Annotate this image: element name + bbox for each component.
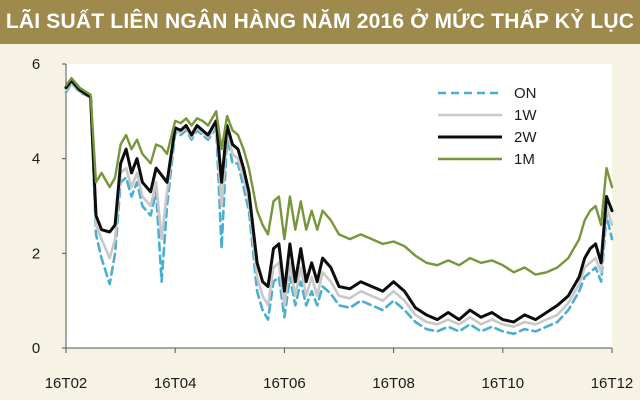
legend: ON 1W 2W 1M: [438, 85, 537, 168]
y-tick-label: 6: [32, 56, 40, 73]
x-tick-label: 16T10: [482, 375, 525, 392]
y-tick-label: 2: [32, 245, 40, 262]
x-tick-label: 16T12: [591, 375, 634, 392]
legend-label-2w: 2W: [514, 129, 537, 146]
y-tick-label: 0: [32, 340, 40, 357]
line-chart: 0 2 4 6 16T02 16T04 16T06 16T08 16T10 16T12 ON 1W 2…: [32, 56, 634, 392]
legend-label-1w: 1W: [514, 107, 537, 124]
series-line-2w: [64, 79, 614, 324]
series-line-on: [64, 81, 614, 336]
x-tick-label: 16T08: [372, 375, 415, 392]
y-tick-label: 4: [32, 151, 40, 168]
chart-area: 0 2 4 6 16T02 16T04 16T06 16T08 16T10 16T12 ON 1W 2…: [0, 44, 640, 400]
x-tick-label: 16T06: [263, 375, 306, 392]
title-bar: LÃI SUẤT LIÊN NGÂN HÀNG NĂM 2016 Ở MỨC T…: [0, 0, 640, 44]
x-tick-label: 16T04: [154, 375, 197, 392]
chart-title: LÃI SUẤT LIÊN NGÂN HÀNG NĂM 2016 Ở MỨC T…: [5, 10, 635, 33]
series-layer: [64, 77, 614, 336]
legend-label-1m: 1M: [514, 151, 535, 168]
x-tick-label: 16T02: [45, 375, 88, 392]
legend-label-on: ON: [514, 85, 537, 102]
series-line-1m: [64, 77, 614, 276]
series-line-1w: [64, 80, 614, 328]
